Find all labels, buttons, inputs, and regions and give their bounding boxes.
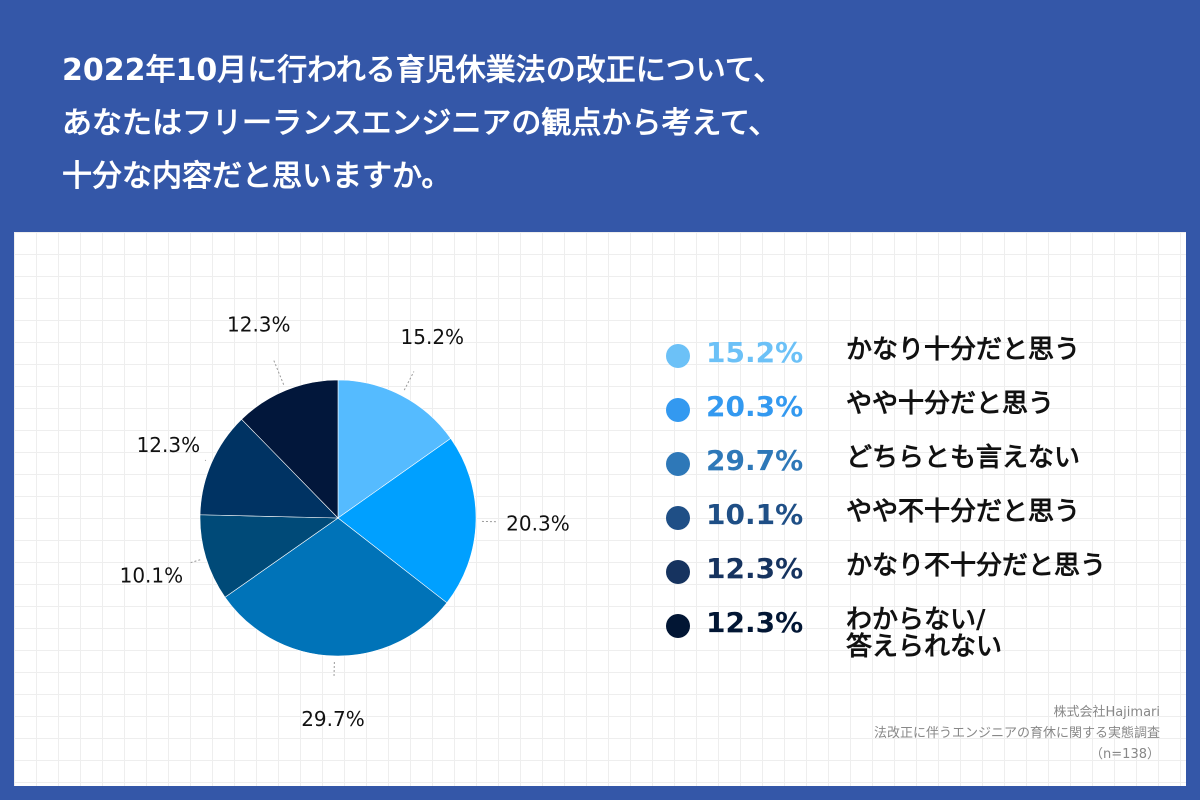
pie-slice [337,379,452,519]
leader-line [189,559,201,564]
legend-item: 15.2% かなり十分だと思う [666,328,1186,382]
leader-line [273,360,285,385]
legend-label: かなり十分だと思う [846,335,1081,365]
legend-percent: 10.1% [706,498,804,531]
legend-label: やや十分だと思う [846,389,1055,419]
title-line-2: あなたはフリーランスエンジニアの観点から考えて、 [62,106,779,141]
legend-swatch [666,398,690,422]
title-line-1: 2022年10月に行われる育児休業法の改正について、 [62,53,784,88]
legend-swatch [666,506,690,530]
pie-slice [199,514,339,598]
source-company: 株式会社Hajimari [1053,705,1160,720]
legend-percent: 12.3% [706,552,804,585]
legend-label: どちらとも言えない [846,443,1081,473]
legend-item: 20.3% やや十分だと思う [666,382,1186,436]
legend-label: かなり不十分だと思う [846,551,1107,581]
slice-label: 10.1% [120,564,184,588]
slice-label: 20.3% [506,512,570,536]
legend-item: 12.3% かなり不十分だと思う [666,544,1186,598]
source-survey: 法改正に伴うエンジニアの育休に関する実態調査 [873,726,1160,741]
legend-percent: 15.2% [706,336,804,369]
legend-swatch [666,452,690,476]
legend-percent: 12.3% [706,606,804,639]
pie-slice [337,437,477,604]
pie-slice [199,418,339,519]
legend-label: やや不十分だと思う [846,497,1081,527]
chart-legend: 15.2% かなり十分だと思う 20.3% やや十分だと思う 29.7% どちらとも言えな… [666,328,1186,661]
legend-item: 29.7% どちらとも言えない [666,436,1186,490]
leader-line [403,371,415,391]
slice-label: 29.7% [301,707,365,731]
source-sample: （n=138） [1090,747,1160,762]
legend-swatch [666,344,690,368]
chart-panel: 15.2% 20.3% 29.7% 10.1% 12.3% 12.3% 15.2% かなり十… [14,232,1186,786]
pie-slice [241,379,339,519]
pie-slice [224,517,448,657]
chart-title: 2022年10月に行われる育児休業法の改正について、 あなたはフリーランスエンジ… [62,44,1162,203]
legend-item: 12.3% わからない/答えられない [666,598,1186,661]
legend-swatch [666,560,690,584]
legend-swatch [666,614,690,638]
legend-percent: 20.3% [706,390,804,423]
slice-label: 12.3% [137,433,201,457]
legend-label: わからない/答えられない [846,605,1003,662]
legend-item: 10.1% やや不十分だと思う [666,490,1186,544]
source-note: 株式会社Hajimari 法改正に伴うエンジニアの育休に関する実態調査 （n=1… [874,702,1160,765]
title-line-3: 十分な内容だと思いますか。 [62,159,452,194]
slice-label: 12.3% [227,313,291,337]
slice-label: 15.2% [401,325,465,349]
pie-chart: 15.2% 20.3% 29.7% 10.1% 12.3% 12.3% [120,313,570,731]
legend-percent: 29.7% [706,444,804,477]
